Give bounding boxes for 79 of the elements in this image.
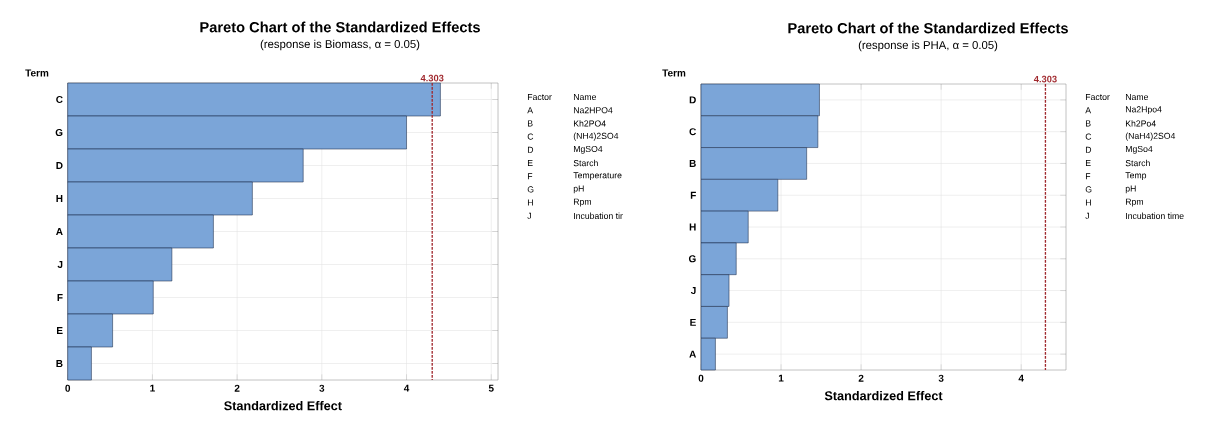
- text: pH: [1125, 185, 1136, 194]
- chart-title: Pareto Chart of the Standardized Effects: [788, 22, 1068, 34]
- text: A: [527, 107, 534, 114]
- y-tick-label: F: [57, 294, 63, 301]
- text: E: [1085, 160, 1091, 166]
- text: Kh2PO4: [573, 120, 606, 127]
- text: Kh2Po4: [1125, 120, 1156, 127]
- text: Na2Hpo4: [1125, 106, 1162, 115]
- text: D: [1085, 146, 1092, 153]
- x-tick-label: 0: [65, 384, 71, 392]
- y-tick-label: E: [57, 327, 63, 334]
- y-axis-title: Term: [25, 69, 49, 77]
- y-tick-label: D: [689, 96, 696, 104]
- y-tick-label: C: [689, 128, 697, 136]
- x-tick-label: 5: [488, 384, 494, 392]
- x-tick-label: 1: [778, 374, 784, 382]
- y-tick-label: C: [56, 95, 63, 104]
- text: J: [527, 212, 531, 219]
- x-tick-label: 2: [234, 384, 240, 392]
- y-tick-label: F: [690, 191, 696, 199]
- chart-subtitle: (response is Biomass, α = 0.05): [260, 39, 420, 51]
- x-tick-label: 0: [698, 374, 704, 382]
- ref-line-label: 4.303: [420, 74, 444, 82]
- text: G: [527, 186, 534, 193]
- y-tick-label: H: [56, 195, 63, 202]
- y-tick-label: G: [688, 255, 696, 263]
- text: F: [1085, 173, 1091, 180]
- y-tick-label: B: [56, 360, 63, 367]
- x-axis-title: Standardized Effect: [224, 400, 342, 411]
- y-tick-label: B: [689, 160, 696, 167]
- text: Name: [1125, 93, 1148, 101]
- y-tick-label: J: [690, 287, 696, 295]
- y-tick-label: J: [57, 261, 63, 268]
- text: Temperature: [573, 172, 622, 181]
- y-axis-title: Term: [662, 69, 686, 77]
- text: (NH4)2SO4: [573, 132, 619, 141]
- text: Starch: [1125, 159, 1150, 167]
- y-tick-label: H: [689, 223, 696, 231]
- text: B: [527, 120, 533, 127]
- ref-line-label: 4.303: [1033, 75, 1057, 83]
- text: (NaH4)2SO4: [1125, 132, 1176, 141]
- x-tick-label: 1: [150, 384, 155, 392]
- text: Incubation tir: [574, 212, 623, 219]
- text: Name: [573, 93, 596, 101]
- text: H: [527, 199, 533, 206]
- text: A: [1085, 107, 1092, 114]
- text: Factor: [527, 93, 552, 101]
- y-tick-label: G: [55, 128, 63, 137]
- y-tick-label: A: [56, 228, 63, 235]
- text: Rpm: [573, 198, 591, 207]
- text: MgSO4: [573, 145, 603, 154]
- y-tick-label: E: [690, 318, 696, 326]
- text: C: [1085, 133, 1092, 140]
- text: Factor: [1085, 93, 1110, 101]
- x-axis-title: Standardized Effect: [824, 390, 943, 401]
- text: G: [1085, 186, 1092, 193]
- text: Incubation time: [1126, 212, 1184, 219]
- text: Temp: [1125, 172, 1147, 181]
- text: J: [1085, 212, 1089, 219]
- x-tick-label: 4: [403, 384, 410, 392]
- text: Rpm: [1125, 198, 1143, 207]
- chart-subtitle: (response is PHA, α = 0.05): [858, 40, 998, 52]
- text: H: [1085, 199, 1091, 206]
- x-tick-label: 2: [858, 374, 864, 382]
- text: MgSo4: [1125, 145, 1153, 154]
- y-tick-label: A: [689, 350, 697, 358]
- text: C: [527, 133, 534, 140]
- text: pH: [573, 185, 584, 194]
- text: F: [527, 173, 533, 180]
- x-tick-label: 4: [1018, 374, 1024, 382]
- text: E: [527, 160, 533, 166]
- chart-title: Pareto Chart of the Standardized Effects: [200, 21, 480, 33]
- x-tick-label: 3: [938, 374, 944, 382]
- text: B: [1085, 120, 1091, 127]
- text: Na2HPO4: [573, 107, 613, 114]
- x-tick-label: 3: [319, 384, 325, 392]
- text: Starch: [573, 159, 598, 167]
- y-tick-label: D: [56, 162, 63, 169]
- text: D: [527, 146, 534, 153]
